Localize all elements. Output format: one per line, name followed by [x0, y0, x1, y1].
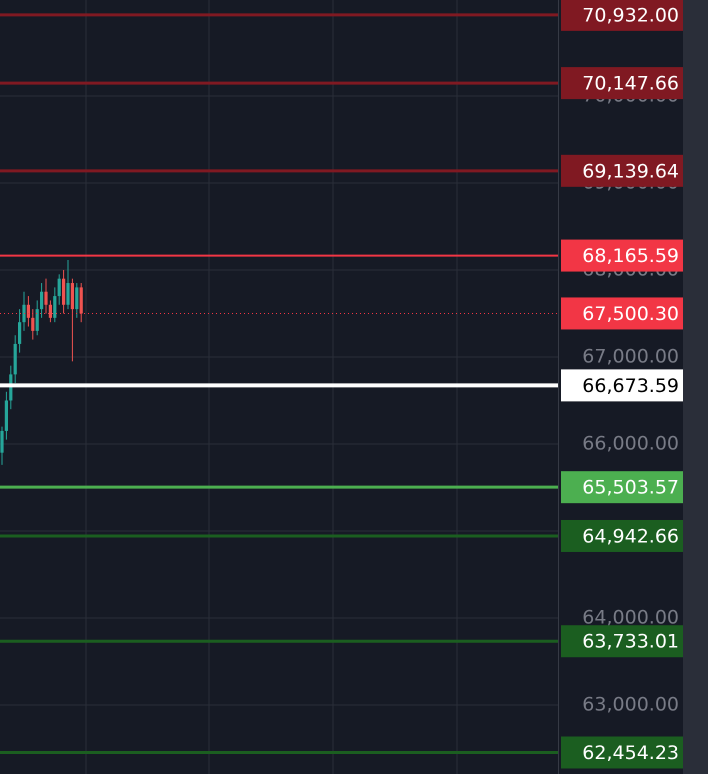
candle-body	[35, 309, 39, 331]
y-tick-label: 64,000.00	[582, 606, 679, 628]
candle-body	[66, 283, 70, 305]
level-label-box	[561, 736, 683, 769]
level-label-box	[561, 239, 683, 272]
candle-body	[31, 317, 35, 331]
level-label-box	[561, 0, 683, 31]
level-label: 66,673.59	[582, 375, 679, 397]
candles	[0, 259, 83, 465]
level-label-box	[561, 67, 683, 100]
candle-body	[13, 343, 17, 375]
candle-body	[57, 278, 61, 297]
candle-body	[79, 287, 83, 314]
candle-body	[70, 283, 74, 310]
level-label-box	[561, 519, 683, 552]
candle-body	[18, 322, 22, 344]
level-label: 68,165.59	[582, 245, 679, 267]
candle-body	[26, 304, 30, 318]
candle-body	[48, 304, 52, 318]
level-label: 70,932.00	[582, 4, 679, 26]
candle-body	[40, 291, 44, 310]
level-label: 63,733.01	[582, 631, 679, 653]
candle-body	[75, 287, 79, 310]
level-label: 62,454.23	[582, 742, 679, 764]
candle-body	[4, 400, 8, 431]
candle-body	[62, 278, 66, 305]
level-label: 69,139.64	[582, 160, 679, 182]
candle-body	[0, 430, 4, 453]
level-label: 67,500.30	[582, 303, 679, 325]
candle-body	[53, 296, 57, 318]
level-label: 64,942.66	[582, 525, 679, 547]
level-label-box	[561, 471, 683, 504]
y-tick-label: 66,000.00	[582, 432, 679, 454]
candle-body	[9, 374, 13, 401]
price-levels: 70,932.00 70,147.66 69,139.64 68,165.59 67,5…	[0, 0, 683, 769]
level-label-box	[561, 154, 683, 187]
level-label: 65,503.57	[582, 477, 679, 499]
level-label-box	[561, 297, 683, 330]
y-tick-label: 67,000.00	[582, 345, 679, 367]
scrollbar	[683, 0, 708, 774]
level-label-box	[561, 369, 683, 402]
y-tick-label: 63,000.00	[582, 694, 679, 716]
level-label-box	[561, 625, 683, 658]
candle-body	[44, 291, 48, 305]
level-label: 70,147.66	[582, 73, 679, 95]
